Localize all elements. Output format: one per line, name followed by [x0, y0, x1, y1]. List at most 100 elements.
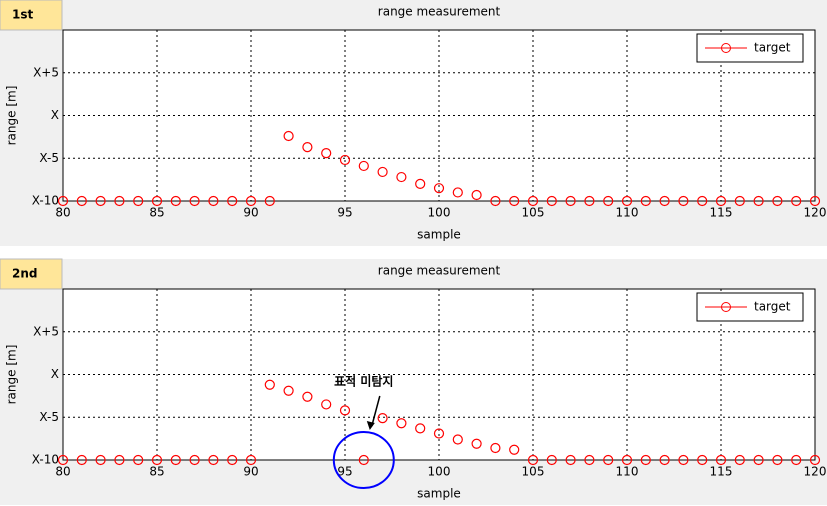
data-point [283, 385, 294, 396]
data-point [133, 195, 144, 207]
data-point [208, 195, 219, 207]
data-point [452, 434, 463, 445]
data-point [208, 454, 219, 466]
annotation-arrowhead [366, 421, 375, 430]
data-point [245, 195, 257, 207]
data-point [57, 195, 69, 207]
data-point [753, 454, 764, 466]
data-point [377, 413, 388, 424]
x-tick-label: 120 [804, 465, 827, 479]
data-point [189, 195, 200, 207]
annotation: 표적 미탐지 [334, 374, 393, 389]
data-point [452, 187, 463, 198]
y-tick-label: X-10 [32, 453, 59, 467]
data-point [809, 195, 821, 207]
x-tick-label: 85 [149, 465, 164, 479]
x-tick-label: 115 [710, 465, 733, 479]
data-point [433, 428, 445, 439]
legend-marker [721, 302, 731, 312]
y-tick-label: X+5 [33, 65, 59, 79]
data-point [76, 454, 87, 466]
data-point [584, 195, 595, 207]
data-point [772, 454, 783, 466]
data-point [170, 454, 181, 466]
data-point [509, 195, 520, 207]
data-point [321, 148, 332, 159]
x-tick-label: 105 [522, 465, 545, 479]
panel-label: 1st [12, 8, 33, 22]
x-axis-label: sample [417, 487, 461, 501]
x-tick-label: 100 [428, 206, 451, 220]
y-axis-label: range [m] [5, 86, 19, 146]
data-point [302, 142, 313, 153]
x-tick-label: 120 [804, 206, 827, 220]
data-point [791, 195, 802, 207]
x-tick-label: 90 [243, 206, 258, 220]
data-point [415, 423, 426, 434]
x-tick-label: 80 [55, 465, 70, 479]
legend-label: target [754, 300, 791, 314]
data-point [809, 454, 821, 466]
x-tick-label: 110 [616, 206, 639, 220]
data-point [565, 195, 576, 207]
data-point [527, 454, 539, 466]
data-point [358, 454, 369, 466]
data-point [358, 160, 369, 172]
x-tick-label: 95 [337, 465, 352, 479]
data-point [715, 454, 727, 466]
y-tick-label: X [51, 108, 59, 122]
data-point [415, 178, 426, 189]
data-point [527, 195, 539, 207]
y-tick-label: X+5 [33, 324, 59, 338]
legend-label: target [754, 41, 791, 55]
data-point [396, 418, 407, 429]
data-point [339, 405, 351, 416]
data-point [321, 399, 332, 410]
chart-title: range measurement [378, 264, 501, 278]
panel-label-box [0, 0, 63, 31]
data-point [339, 154, 351, 166]
data-point [95, 195, 106, 207]
x-axis-label: sample [417, 228, 461, 242]
data-point [264, 195, 275, 207]
x-tick-label: 95 [337, 206, 352, 220]
data-point [57, 454, 69, 466]
y-axis-label: range [m] [5, 345, 19, 405]
x-tick-label: 80 [55, 206, 70, 220]
annotation-arrow [371, 395, 381, 427]
legend-marker [721, 43, 731, 53]
data-point [734, 454, 745, 466]
x-tick-label: 115 [710, 206, 733, 220]
data-point [114, 195, 125, 207]
data-point [772, 195, 783, 207]
data-point [697, 195, 708, 207]
data-point [678, 195, 689, 207]
data-point [377, 166, 388, 178]
chart-title: range measurement [378, 5, 501, 19]
data-point [659, 454, 670, 466]
data-point [791, 454, 802, 466]
data-point [396, 171, 407, 183]
data-point [189, 454, 200, 466]
y-tick-label: X-5 [39, 151, 59, 165]
data-point [151, 195, 163, 207]
data-point [659, 195, 670, 207]
data-point [302, 391, 313, 402]
data-point [584, 454, 595, 466]
data-point [133, 454, 144, 466]
data-point [151, 454, 163, 466]
data-point [264, 379, 275, 390]
x-tick-label: 105 [522, 206, 545, 220]
data-point [76, 195, 87, 207]
data-point [283, 130, 294, 142]
data-point [734, 195, 745, 207]
data-point [678, 454, 689, 466]
data-point [753, 195, 764, 207]
y-tick-label: X-5 [39, 410, 59, 424]
data-point [490, 195, 501, 207]
x-tick-label: 100 [428, 465, 451, 479]
data-point [640, 454, 651, 466]
data-point [95, 454, 106, 466]
data-point [603, 195, 614, 207]
